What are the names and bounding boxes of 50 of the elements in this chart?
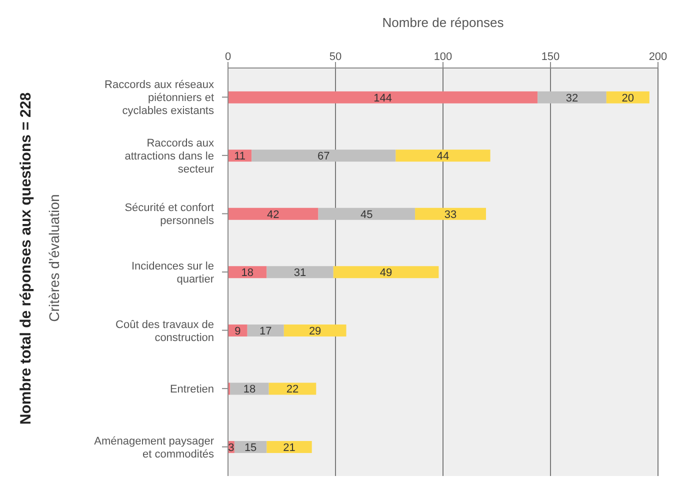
x-axis-title: Nombre de réponses (382, 15, 504, 30)
bar (284, 324, 346, 336)
bar (252, 150, 396, 162)
bar (415, 208, 486, 220)
bar (247, 324, 284, 336)
data-label: 31 (294, 267, 306, 280)
data-label: 18 (241, 267, 254, 280)
data-label: 42 (267, 208, 280, 221)
x-tick-label: 200 (648, 51, 668, 63)
y-tick-label: Entretien (170, 384, 214, 396)
y-tick-label: Raccords aux réseaux piétonniers et cyclables existants (104, 79, 214, 118)
data-label: 21 (283, 442, 296, 454)
text: Nombre total de réponses aux questions = 228 (18, 92, 34, 424)
y-axis-title: Critères d’évaluation (46, 194, 62, 322)
bar (230, 382, 269, 395)
bar (538, 91, 606, 104)
data-label: 17 (260, 325, 272, 338)
data-label: 20 (622, 92, 634, 104)
data-label: 3 (228, 442, 234, 454)
data-label: 15 (244, 442, 257, 454)
data-label: 32 (566, 92, 578, 104)
data-label: 33 (444, 208, 457, 221)
bar (268, 382, 316, 395)
data-label: 45 (360, 208, 373, 221)
data-label: 49 (380, 267, 392, 280)
y-tick-label: Raccords aux attractions dans le secteur (124, 137, 214, 176)
x-tick-label: 100 (434, 51, 452, 63)
data-label: 11 (234, 150, 246, 163)
x-tick-label: 0 (224, 51, 232, 63)
data-label: 9 (234, 325, 241, 338)
bar (606, 91, 650, 104)
data-label: 22 (286, 384, 299, 396)
y-tick-label: Sécurité et confort personnels (124, 202, 214, 228)
bar (266, 441, 312, 454)
data-label: 18 (243, 384, 256, 396)
x-tick-label: 50 (329, 51, 342, 63)
y-tick-label: Aménagement paysager et commodités (94, 435, 214, 460)
data-label: 44 (436, 150, 450, 163)
data-label: 29 (308, 325, 322, 338)
bar (333, 266, 439, 278)
y-tick-label: Coût des travaux de construction (116, 318, 214, 344)
x-tick-label: 150 (541, 51, 560, 63)
data-label: 67 (318, 150, 330, 163)
bar (228, 208, 318, 220)
bar (318, 208, 416, 220)
data-label: 144 (374, 92, 392, 104)
y-tick-label: Incidences sur le quartier (131, 260, 214, 286)
bar (396, 150, 490, 162)
bar (228, 91, 538, 104)
bar (266, 266, 334, 278)
